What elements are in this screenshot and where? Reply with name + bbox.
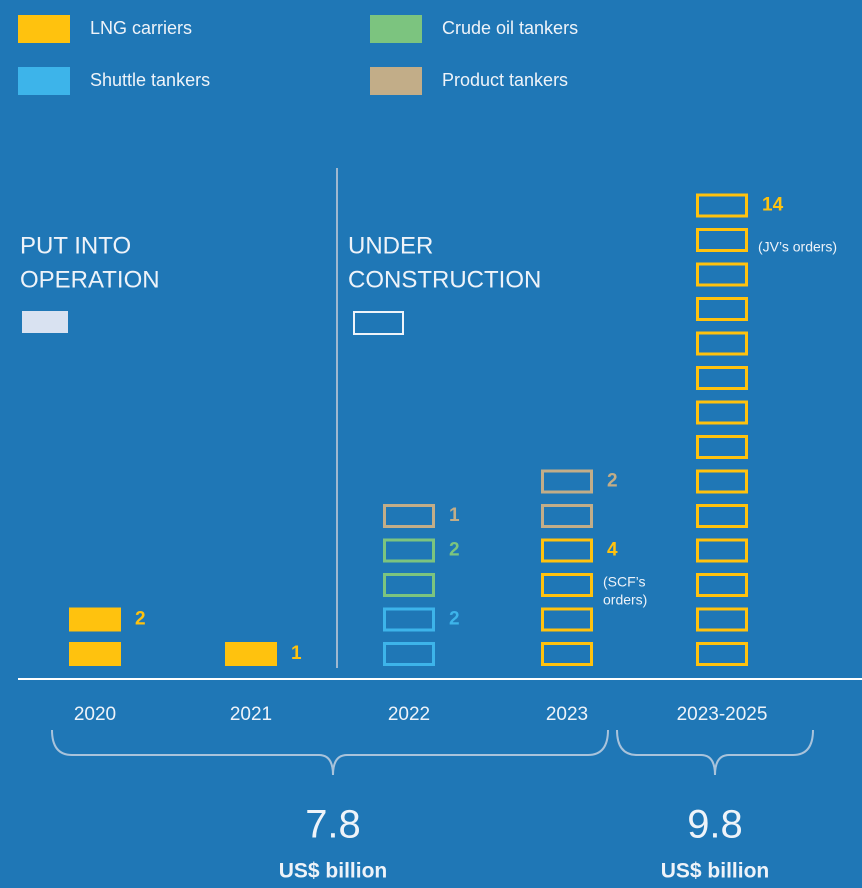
x-tick-label: 2021 [230, 704, 272, 725]
legend-label: LNG carriers [90, 18, 192, 38]
value-label: 2 [135, 609, 146, 630]
legend-label: Shuttle tankers [90, 70, 210, 90]
unit [541, 573, 593, 597]
value-label: 4 [607, 540, 618, 561]
value-label: 1 [449, 505, 460, 526]
x-tick-label: 2020 [74, 704, 116, 725]
unit [696, 469, 748, 494]
unit [383, 642, 435, 666]
value-label: 14 [762, 195, 784, 216]
brace [616, 729, 814, 776]
total-value: 7.8 [305, 803, 361, 847]
unit [225, 642, 277, 666]
legend-operation-swatch [22, 311, 68, 333]
unit [696, 228, 748, 252]
unit [541, 607, 593, 632]
unit [696, 297, 748, 321]
value-label: 2 [449, 540, 460, 561]
legend-swatch [370, 15, 422, 43]
unit [383, 607, 435, 632]
unit [696, 504, 748, 528]
x-tick-label: 2023 [546, 704, 588, 725]
unit [696, 400, 748, 425]
unit [69, 642, 121, 666]
unit [541, 469, 593, 494]
unit [696, 642, 748, 666]
note: (JV’s orders) [758, 238, 837, 254]
group-title: UNDER [348, 232, 433, 259]
unit [696, 573, 748, 597]
unit [69, 607, 121, 632]
value-label: 1 [291, 643, 302, 664]
unit [541, 504, 593, 528]
group-title: PUT INTO [20, 232, 131, 259]
legend-swatch [370, 67, 422, 95]
total-unit: US$ billion [661, 860, 770, 883]
unit [696, 435, 748, 459]
x-tick-label: 2022 [388, 704, 430, 725]
brace [51, 729, 609, 776]
unit [541, 642, 593, 666]
unit [696, 193, 748, 218]
legend-swatch [18, 67, 70, 95]
unit [696, 607, 748, 632]
unit [696, 366, 748, 390]
unit [383, 538, 435, 563]
unit [696, 262, 748, 287]
total-value: 9.8 [687, 803, 743, 847]
unit [696, 331, 748, 356]
note: (SCF’s orders) [603, 573, 647, 607]
unit [541, 538, 593, 563]
group-title: OPERATION [20, 266, 160, 293]
value-label: 2 [607, 471, 618, 492]
unit [696, 538, 748, 563]
legend-label: Product tankers [442, 70, 568, 90]
legend-swatch [18, 15, 70, 43]
x-tick-label: 2023-2025 [677, 704, 768, 725]
unit [383, 504, 435, 528]
legend-construction-swatch [353, 311, 404, 335]
unit [383, 573, 435, 597]
group-title: CONSTRUCTION [348, 266, 541, 293]
legend-label: Crude oil tankers [442, 18, 578, 38]
value-label: 2 [449, 609, 460, 630]
total-unit: US$ billion [279, 860, 388, 883]
